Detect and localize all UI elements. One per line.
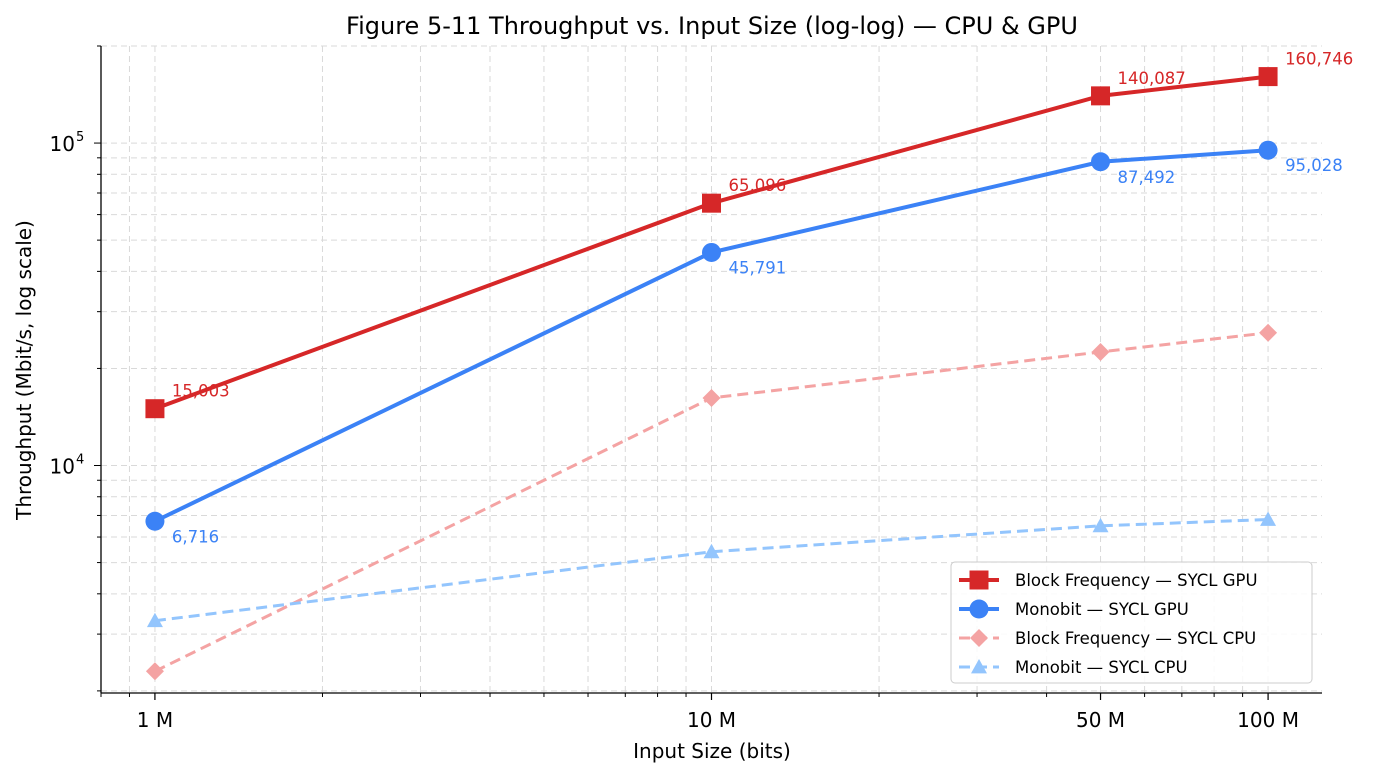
data-label: 65,096: [729, 176, 787, 195]
series-line: [154, 518, 1269, 623]
data-label: 45,791: [729, 258, 787, 277]
triangle-marker: [146, 612, 163, 628]
legend-label: Monobit — SYCL GPU: [1015, 600, 1189, 619]
x-tick-label: 1 M: [137, 708, 173, 732]
x-tick-label: 50 M: [1076, 708, 1125, 732]
legend-item: Monobit — SYCL CPU: [959, 658, 1188, 677]
diamond-marker: [970, 629, 988, 647]
series-monobit-sycl-cpu: [146, 511, 1277, 628]
x-axis-label: Input Size (bits): [633, 739, 791, 763]
data-labels: 15,003 65,096 140,087 160,746 6,716 45,791 87,…: [172, 50, 1353, 547]
triangle-marker: [971, 659, 987, 674]
data-label: 140,087: [1118, 69, 1186, 88]
square-marker: [702, 193, 721, 213]
diamond-marker: [1091, 342, 1110, 361]
series-layer: [145, 67, 1278, 681]
series-line: [154, 148, 1269, 524]
data-label: 87,492: [1118, 168, 1176, 187]
diamond-marker: [145, 662, 164, 681]
circle-marker: [969, 599, 989, 619]
y-tick-label: 10: [50, 455, 75, 479]
square-marker: [1091, 86, 1111, 106]
legend-label: Block Frequency — SYCL GPU: [1015, 571, 1258, 590]
circle-marker: [145, 511, 165, 531]
diamond-marker: [702, 388, 721, 407]
y-tick-label: 10: [50, 132, 75, 156]
diamond-marker: [1259, 323, 1278, 342]
series-line: [154, 74, 1269, 411]
y-axis-label: Throughput (Mbit/s, log scale): [12, 220, 36, 521]
x-tick-label: 100 M: [1237, 708, 1299, 732]
chart-title: Figure 5-11 Throughput vs. Input Size (l…: [346, 12, 1078, 40]
grid-lines: [100, 45, 1322, 693]
series-monobit-sycl-gpu: [145, 140, 1278, 531]
triangle-marker: [1092, 517, 1109, 533]
data-label: 6,716: [172, 527, 219, 546]
legend-box: [950, 561, 1313, 684]
series-line: [154, 331, 1269, 673]
data-label: 95,028: [1285, 156, 1343, 175]
series-block-frequency-sycl-cpu: [145, 323, 1278, 681]
square-marker: [969, 570, 989, 590]
circle-marker: [1091, 152, 1111, 172]
data-label: 15,003: [172, 382, 230, 401]
legend-label: Block Frequency — SYCL CPU: [1015, 629, 1256, 648]
y-tick-exponent: 5: [76, 130, 84, 145]
legend-item: Block Frequency — SYCL GPU: [959, 570, 1258, 590]
series-block-frequency-sycl-gpu: [145, 67, 1278, 419]
legend: Block Frequency — SYCL GPU Monobit — SYCL…: [950, 561, 1313, 684]
circle-marker: [1258, 140, 1278, 160]
triangle-marker: [703, 543, 720, 559]
square-marker: [1258, 67, 1278, 87]
square-marker: [145, 399, 165, 419]
legend-item: Monobit — SYCL GPU: [959, 599, 1189, 619]
x-tick-label: 10 M: [687, 708, 736, 732]
legend-label: Monobit — SYCL CPU: [1015, 658, 1188, 677]
legend-item: Block Frequency — SYCL CPU: [959, 629, 1256, 648]
data-label: 160,746: [1285, 50, 1353, 69]
y-tick-exponent: 4: [76, 453, 84, 468]
triangle-marker: [1260, 511, 1277, 526]
circle-marker: [702, 242, 721, 262]
